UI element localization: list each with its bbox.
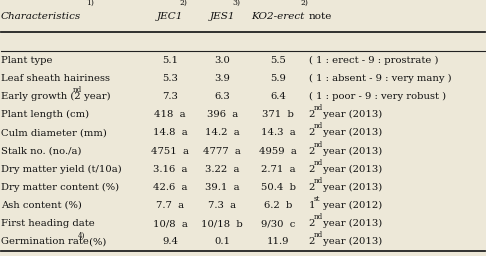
Text: 7.3: 7.3 (162, 92, 178, 101)
Text: Dry matter yield (t/10a): Dry matter yield (t/10a) (1, 165, 122, 174)
Text: 396  a: 396 a (207, 110, 238, 119)
Text: year (2013): year (2013) (320, 110, 382, 119)
Text: Culm diameter (mm): Culm diameter (mm) (1, 129, 107, 137)
Text: nd: nd (313, 177, 323, 185)
Text: 7.3  a: 7.3 a (208, 201, 236, 210)
Text: 2: 2 (309, 110, 315, 119)
Text: Dry matter content (%): Dry matter content (%) (1, 183, 119, 192)
Text: 5.1: 5.1 (162, 56, 178, 65)
Text: 3.22  a: 3.22 a (205, 165, 240, 174)
Text: Plant type: Plant type (1, 56, 52, 65)
Text: 2: 2 (309, 165, 315, 174)
Text: JEC1: JEC1 (157, 12, 183, 21)
Text: 2: 2 (309, 129, 315, 137)
Text: year (2013): year (2013) (320, 219, 382, 228)
Text: 4959  a: 4959 a (260, 146, 297, 156)
Text: year (2012): year (2012) (320, 201, 382, 210)
Text: 11.9: 11.9 (267, 237, 290, 246)
Text: 9/30  c: 9/30 c (261, 219, 295, 228)
Text: 4): 4) (78, 231, 85, 239)
Text: year (2013): year (2013) (320, 128, 382, 137)
Text: 6.2  b: 6.2 b (264, 201, 293, 210)
Text: nd: nd (313, 122, 323, 131)
Text: 50.4  b: 50.4 b (260, 183, 296, 192)
Text: 371  b: 371 b (262, 110, 294, 119)
Text: year): year) (81, 92, 111, 101)
Text: Characteristics: Characteristics (1, 12, 81, 21)
Text: 2: 2 (309, 146, 315, 156)
Text: year (2013): year (2013) (320, 146, 382, 156)
Text: nd: nd (313, 104, 323, 112)
Text: 42.6  a: 42.6 a (153, 183, 187, 192)
Text: 2: 2 (309, 219, 315, 228)
Text: 9.4: 9.4 (162, 237, 178, 246)
Text: 6.3: 6.3 (214, 92, 230, 101)
Text: JES1: JES1 (209, 12, 235, 21)
Text: 14.8  a: 14.8 a (153, 129, 188, 137)
Text: year (2013): year (2013) (320, 237, 382, 246)
Text: 2: 2 (309, 237, 315, 246)
Text: nd: nd (313, 231, 323, 239)
Text: st: st (313, 195, 320, 203)
Text: Early growth (2: Early growth (2 (1, 92, 81, 101)
Text: 39.1  a: 39.1 a (205, 183, 240, 192)
Text: nd: nd (313, 141, 323, 149)
Text: 5.3: 5.3 (162, 74, 178, 83)
Text: (%): (%) (86, 237, 106, 246)
Text: Stalk no. (no./a): Stalk no. (no./a) (1, 146, 82, 156)
Text: 7.7  a: 7.7 a (156, 201, 184, 210)
Text: nd: nd (313, 213, 323, 221)
Text: 5.5: 5.5 (270, 56, 286, 65)
Text: year (2013): year (2013) (320, 165, 382, 174)
Text: year (2013): year (2013) (320, 183, 382, 192)
Text: 2): 2) (300, 0, 308, 7)
Text: First heading date: First heading date (1, 219, 95, 228)
Text: nd: nd (73, 86, 82, 94)
Text: 14.2  a: 14.2 a (205, 129, 240, 137)
Text: ( 1 : poor - 9 : very robust ): ( 1 : poor - 9 : very robust ) (309, 92, 446, 101)
Text: 3.9: 3.9 (214, 74, 230, 83)
Text: 1): 1) (86, 0, 94, 7)
Text: ( 1 : erect - 9 : prostrate ): ( 1 : erect - 9 : prostrate ) (309, 56, 438, 65)
Text: 3.16  a: 3.16 a (153, 165, 187, 174)
Text: 4751  a: 4751 a (151, 146, 189, 156)
Text: 2: 2 (309, 183, 315, 192)
Text: Ash content (%): Ash content (%) (1, 201, 82, 210)
Text: nd: nd (313, 159, 323, 167)
Text: note: note (309, 12, 332, 21)
Text: 2.71  a: 2.71 a (261, 165, 295, 174)
Text: 0.1: 0.1 (214, 237, 230, 246)
Text: Germination rate: Germination rate (1, 237, 89, 246)
Text: 14.3  a: 14.3 a (261, 129, 295, 137)
Text: Plant length (cm): Plant length (cm) (1, 110, 89, 119)
Text: Leaf sheath hairiness: Leaf sheath hairiness (1, 74, 110, 83)
Text: 6.4: 6.4 (270, 92, 286, 101)
Text: 418  a: 418 a (154, 110, 186, 119)
Text: KO2-erect: KO2-erect (252, 12, 305, 21)
Text: 2): 2) (180, 0, 188, 7)
Text: 1: 1 (309, 201, 315, 210)
Text: 10/18  b: 10/18 b (202, 219, 243, 228)
Text: 3.0: 3.0 (214, 56, 230, 65)
Text: 3): 3) (232, 0, 240, 7)
Text: 4777  a: 4777 a (204, 146, 241, 156)
Text: 10/8  a: 10/8 a (153, 219, 188, 228)
Text: ( 1 : absent - 9 : very many ): ( 1 : absent - 9 : very many ) (309, 74, 451, 83)
Text: 5.9: 5.9 (270, 74, 286, 83)
